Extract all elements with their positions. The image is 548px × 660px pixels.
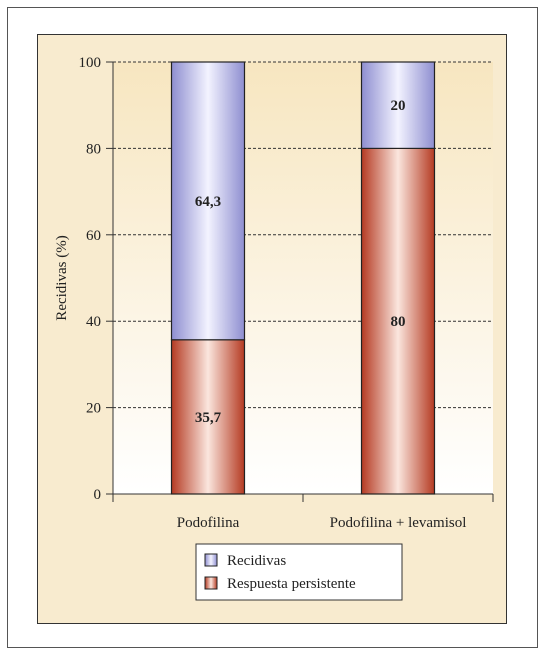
x-category-label: Podofilina + levamisol	[330, 515, 467, 531]
plot-area	[113, 62, 493, 494]
data-label: 64,3	[195, 194, 221, 210]
x-category-label: Podofilina	[177, 515, 240, 531]
data-label: 20	[391, 98, 406, 114]
data-label: 80	[391, 314, 406, 330]
y-tick-label: 40	[86, 314, 101, 330]
legend-box	[195, 543, 403, 601]
legend-label: Respuesta persistente	[227, 576, 356, 592]
data-label: 35,7	[195, 410, 222, 426]
legend-swatch	[204, 553, 218, 567]
y-tick-label: 20	[86, 401, 101, 417]
bars: 35,7 64,3 80 20	[170, 61, 436, 495]
legend-swatch	[204, 576, 218, 590]
legend: Recidivas Respuesta persistente	[195, 543, 403, 601]
bar-segment-recidivas	[170, 61, 246, 341]
y-tick-labels: 0 20 40 60 80 100	[79, 55, 102, 503]
y-tick-label: 100	[79, 55, 102, 71]
y-tick-label: 80	[86, 141, 101, 157]
y-tick-label: 0	[94, 487, 102, 503]
y-axis-title: Recidivas (%)	[54, 235, 70, 320]
category-labels: Podofilina Podofilina + levamisol	[177, 515, 467, 531]
bar-segment-recidivas	[360, 61, 436, 150]
bar-segment-respuesta-persistente	[170, 339, 246, 495]
legend-label: Recidivas	[227, 553, 286, 569]
y-tick-label: 60	[86, 228, 101, 244]
